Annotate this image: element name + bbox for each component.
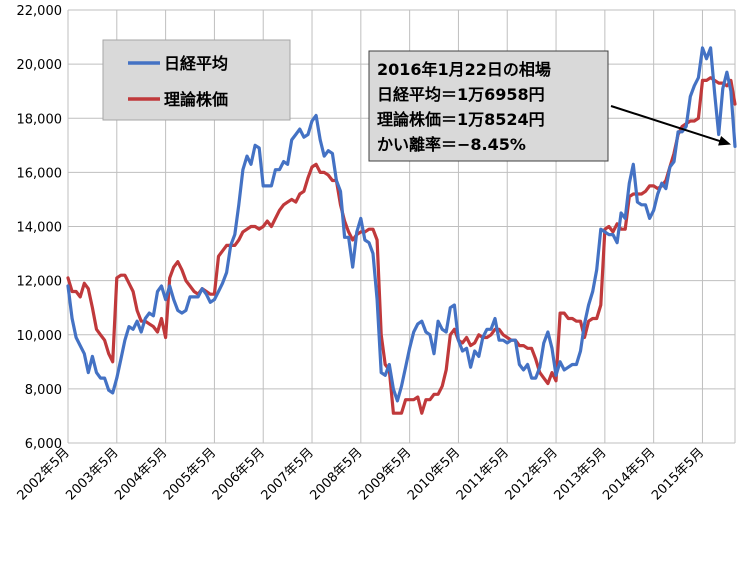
y-tick-label: 10,000 bbox=[17, 329, 63, 344]
annotation-line: かい離率＝−8.45% bbox=[377, 135, 526, 154]
annotation-background bbox=[368, 50, 609, 162]
y-tick-label: 6,000 bbox=[25, 437, 62, 452]
annotation-box: 2016年1月22日の相場日経平均＝1万6958円理論株価＝1万8524円かい離… bbox=[368, 50, 731, 162]
y-tick-label: 14,000 bbox=[17, 221, 63, 236]
annotation-line: 理論株価＝1万8524円 bbox=[377, 110, 545, 129]
annotation-arrow-head bbox=[718, 136, 731, 146]
y-tick-label: 8,000 bbox=[25, 383, 62, 398]
y-tick-label: 22,000 bbox=[17, 4, 63, 19]
legend-label: 理論株価 bbox=[164, 90, 228, 109]
y-tick-label: 12,000 bbox=[17, 275, 63, 290]
annotation-line: 日経平均＝1万6958円 bbox=[377, 85, 545, 104]
legend-label: 日経平均 bbox=[164, 54, 228, 73]
legend-box bbox=[102, 39, 291, 121]
x-tick-label: 2015年5月 bbox=[649, 445, 707, 503]
y-axis-tick-labels: 6,000 8,000 10,000 12,000 14,000 16,000 18,000… bbox=[17, 4, 63, 452]
x-axis-tick-labels: 2002年5月2003年5月2004年5月2005年5月2006年5月2007年… bbox=[15, 445, 708, 503]
series-line-nikkei bbox=[66, 46, 737, 403]
annotation-arrow-line bbox=[610, 105, 722, 143]
y-tick-label: 18,000 bbox=[17, 112, 63, 127]
series-line-theoretical bbox=[66, 76, 737, 415]
y-tick-label: 16,000 bbox=[17, 166, 63, 181]
series-lines bbox=[66, 46, 737, 415]
annotation-line: 2016年1月22日の相場 bbox=[377, 60, 551, 79]
y-tick-label: 20,000 bbox=[17, 58, 63, 73]
